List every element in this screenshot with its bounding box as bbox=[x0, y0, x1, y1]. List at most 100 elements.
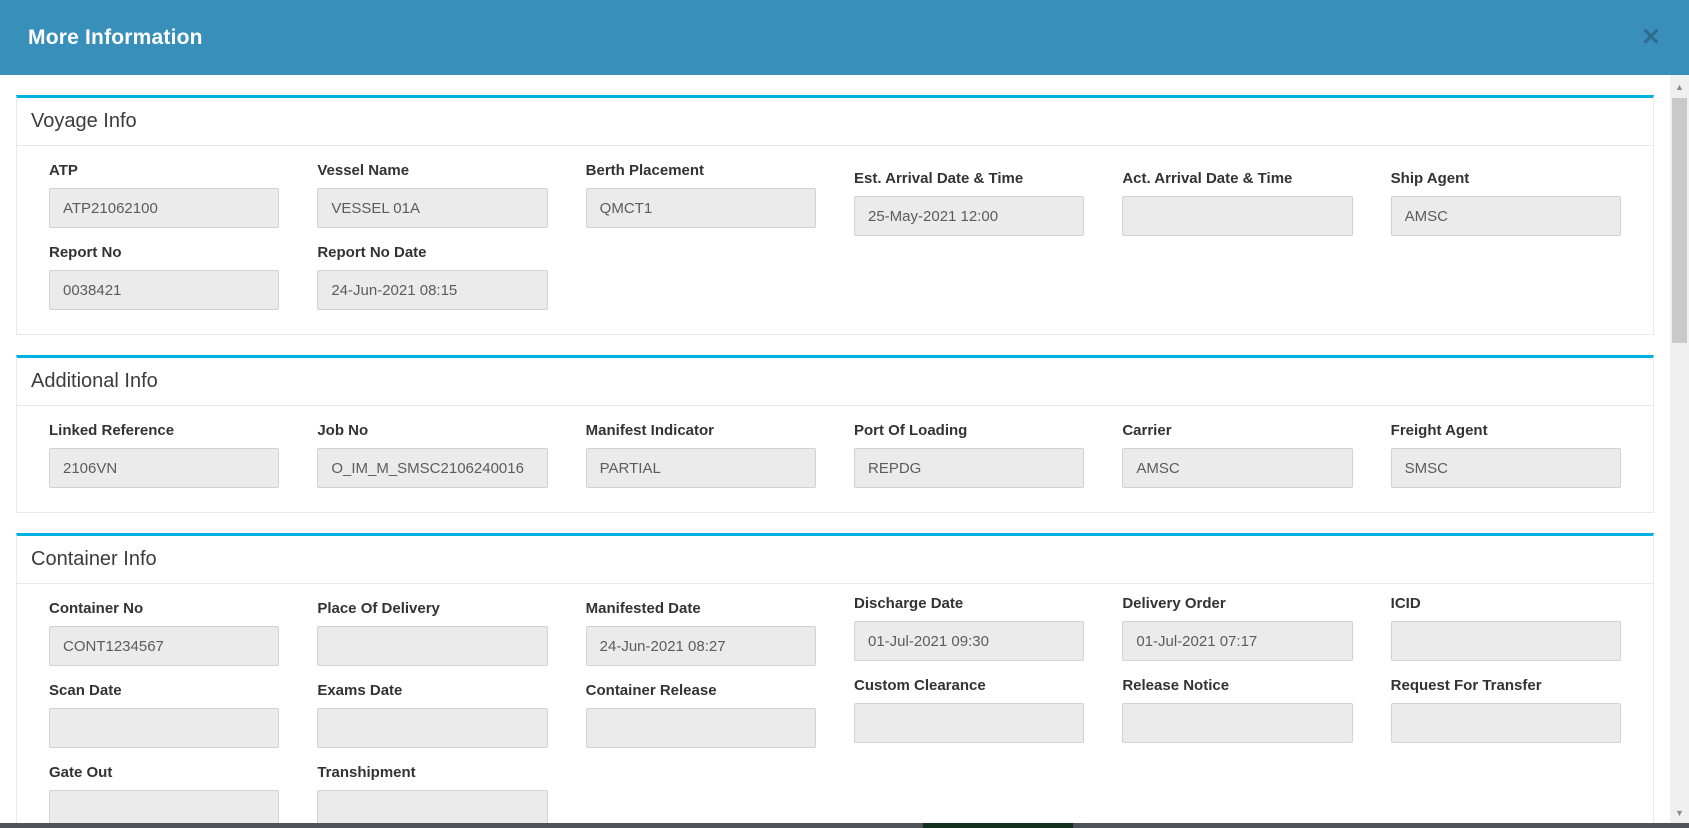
report-no-input[interactable] bbox=[49, 270, 280, 310]
exams-date-input[interactable] bbox=[317, 708, 548, 748]
section-title-voyage-info: Voyage Info bbox=[17, 98, 1653, 146]
place-of-delivery-input[interactable] bbox=[317, 626, 548, 666]
scroll-down-icon[interactable]: ▼ bbox=[1675, 807, 1684, 818]
section-title-additional-info: Additional Info bbox=[17, 358, 1653, 406]
field-report-no: Report No bbox=[49, 244, 280, 310]
gate-out-label: Gate Out bbox=[49, 764, 113, 781]
field-port-of-loading: Port Of Loading bbox=[854, 422, 1085, 488]
modal-header: More Information ✕ bbox=[0, 0, 1689, 75]
delivery-order-input[interactable] bbox=[1122, 621, 1353, 661]
modal-title: More Information bbox=[28, 25, 203, 49]
manifest-indicator-input[interactable] bbox=[585, 448, 816, 488]
field-est-arrival: Est. Arrival Date & Time bbox=[854, 170, 1085, 236]
carrier-input[interactable] bbox=[1122, 448, 1353, 488]
release-notice-input[interactable] bbox=[1122, 703, 1353, 743]
ship-agent-label: Ship Agent bbox=[1390, 170, 1470, 187]
field-container-release: Container Release bbox=[585, 682, 816, 748]
discharge-date-input[interactable] bbox=[854, 621, 1085, 661]
field-freight-agent: Freight Agent bbox=[1390, 422, 1621, 488]
act-arrival-input[interactable] bbox=[1122, 196, 1353, 236]
field-berth-placement: Berth Placement bbox=[585, 162, 816, 228]
field-request-for-transfer: Request For Transfer bbox=[1390, 677, 1621, 743]
release-notice-label: Release Notice bbox=[1122, 677, 1230, 694]
linked-reference-input[interactable] bbox=[49, 448, 280, 488]
berth-placement-input[interactable] bbox=[585, 188, 816, 228]
manifested-date-input[interactable] bbox=[585, 626, 816, 666]
field-linked-reference: Linked Reference bbox=[49, 422, 280, 488]
voyage-right-column: Est. Arrival Date & Time Act. Arrival Da… bbox=[854, 170, 1621, 310]
discharge-date-label: Discharge Date bbox=[854, 595, 964, 612]
scrollbar-thumb[interactable] bbox=[1672, 98, 1687, 343]
act-arrival-label: Act. Arrival Date & Time bbox=[1122, 170, 1293, 187]
request-for-transfer-label: Request For Transfer bbox=[1390, 677, 1542, 694]
container-release-input[interactable] bbox=[585, 708, 816, 748]
field-discharge-date: Discharge Date bbox=[854, 595, 1085, 661]
atp-label: ATP bbox=[49, 162, 78, 179]
field-vessel-name: Vessel Name bbox=[317, 162, 548, 228]
modal-body: Voyage Info ATP Vessel Name Berth Placem… bbox=[0, 75, 1670, 828]
est-arrival-input[interactable] bbox=[854, 196, 1085, 236]
scan-date-label: Scan Date bbox=[49, 682, 122, 699]
container-release-label: Container Release bbox=[585, 682, 717, 699]
transhipment-label: Transhipment bbox=[317, 764, 416, 781]
scan-date-input[interactable] bbox=[49, 708, 280, 748]
exams-date-label: Exams Date bbox=[317, 682, 403, 699]
vertical-scrollbar[interactable]: ▲ ▼ bbox=[1670, 75, 1689, 828]
additional-left-column: Linked Reference Job No Manifest Indicat… bbox=[49, 422, 816, 488]
freight-agent-input[interactable] bbox=[1390, 448, 1621, 488]
container-no-label: Container No bbox=[49, 600, 144, 617]
field-report-no-date: Report No Date bbox=[317, 244, 548, 310]
gate-out-input[interactable] bbox=[49, 790, 280, 828]
field-container-no: Container No bbox=[49, 600, 280, 666]
report-no-label: Report No bbox=[49, 244, 122, 261]
field-transhipment: Transhipment bbox=[317, 764, 548, 828]
field-place-of-delivery: Place Of Delivery bbox=[317, 600, 548, 666]
custom-clearance-input[interactable] bbox=[854, 703, 1085, 743]
voyage-left-column: ATP Vessel Name Berth Placement Report N… bbox=[49, 162, 816, 310]
field-ship-agent: Ship Agent bbox=[1390, 170, 1621, 236]
carrier-label: Carrier bbox=[1122, 422, 1172, 439]
field-manifest-indicator: Manifest Indicator bbox=[585, 422, 816, 488]
manifested-date-label: Manifested Date bbox=[585, 600, 701, 617]
field-gate-out: Gate Out bbox=[49, 764, 280, 828]
bottom-edge-green-segment bbox=[923, 823, 1073, 828]
voyage-info-fields: ATP Vessel Name Berth Placement Report N… bbox=[17, 146, 1653, 334]
additional-info-fields: Linked Reference Job No Manifest Indicat… bbox=[17, 406, 1653, 512]
section-title-container-info: Container Info bbox=[17, 536, 1653, 584]
section-container-info: Container Info Container No Place Of Del… bbox=[16, 533, 1654, 828]
job-no-input[interactable] bbox=[317, 448, 548, 488]
icid-input[interactable] bbox=[1390, 621, 1621, 661]
icid-label: ICID bbox=[1390, 595, 1421, 612]
section-voyage-info: Voyage Info ATP Vessel Name Berth Placem… bbox=[16, 95, 1654, 335]
berth-placement-label: Berth Placement bbox=[585, 162, 705, 179]
close-icon[interactable]: ✕ bbox=[1640, 23, 1661, 51]
ship-agent-input[interactable] bbox=[1390, 196, 1621, 236]
field-scan-date: Scan Date bbox=[49, 682, 280, 748]
report-no-date-input[interactable] bbox=[317, 270, 548, 310]
vessel-name-label: Vessel Name bbox=[317, 162, 410, 179]
manifest-indicator-label: Manifest Indicator bbox=[585, 422, 715, 439]
freight-agent-label: Freight Agent bbox=[1390, 422, 1488, 439]
report-no-date-label: Report No Date bbox=[317, 244, 427, 261]
scroll-up-icon[interactable]: ▲ bbox=[1675, 81, 1684, 92]
field-icid: ICID bbox=[1390, 595, 1621, 661]
transhipment-input[interactable] bbox=[317, 790, 548, 828]
custom-clearance-label: Custom Clearance bbox=[854, 677, 986, 694]
request-for-transfer-input[interactable] bbox=[1390, 703, 1621, 743]
atp-input[interactable] bbox=[49, 188, 280, 228]
additional-right-column: Port Of Loading Carrier Freight Agent bbox=[854, 422, 1621, 488]
container-left-column: Container No Place Of Delivery Manifeste… bbox=[49, 600, 816, 828]
container-no-input[interactable] bbox=[49, 626, 280, 666]
linked-reference-label: Linked Reference bbox=[49, 422, 175, 439]
field-release-notice: Release Notice bbox=[1122, 677, 1353, 743]
field-delivery-order: Delivery Order bbox=[1122, 595, 1353, 661]
place-of-delivery-label: Place Of Delivery bbox=[317, 600, 440, 617]
container-right-column: Discharge Date Delivery Order ICID Custo… bbox=[854, 595, 1621, 828]
port-of-loading-input[interactable] bbox=[854, 448, 1085, 488]
field-exams-date: Exams Date bbox=[317, 682, 548, 748]
vessel-name-input[interactable] bbox=[317, 188, 548, 228]
field-manifested-date: Manifested Date bbox=[585, 600, 816, 666]
field-atp: ATP bbox=[49, 162, 280, 228]
delivery-order-label: Delivery Order bbox=[1122, 595, 1226, 612]
field-carrier: Carrier bbox=[1122, 422, 1353, 488]
